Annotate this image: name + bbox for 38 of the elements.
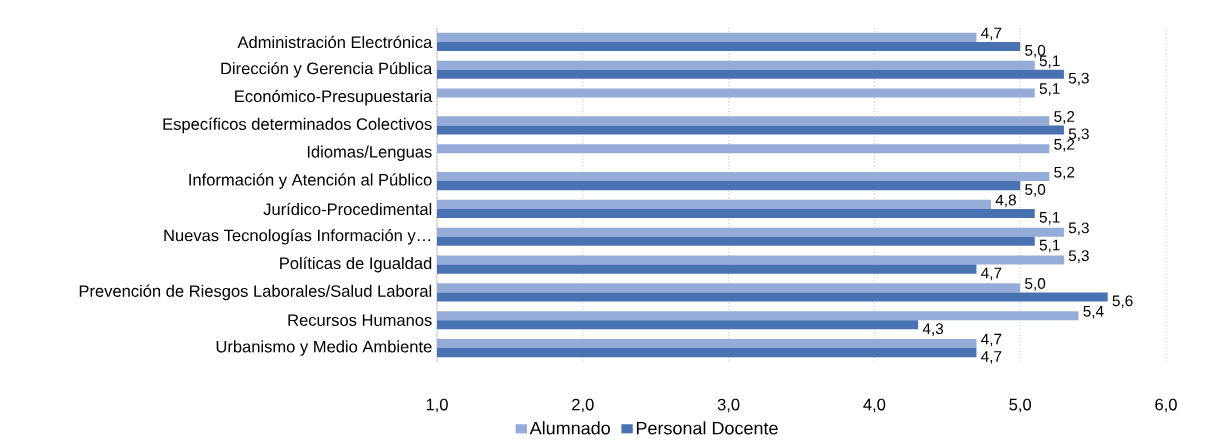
data-label: 4,7 [981, 267, 1002, 281]
y-tick-label: Nuevas Tecnologías Información y… [164, 228, 431, 245]
y-tick-label: Prevención de Riesgos Laborales/Salud Laboral [79, 284, 432, 301]
data-label: 5,3 [1068, 72, 1089, 86]
data-label: 5,0 [1025, 184, 1046, 197]
data-label: 5,2 [1054, 166, 1075, 180]
y-tick-label: Dirección y Gerencia Pública [221, 61, 433, 78]
legend-label: Personal Docente [636, 421, 778, 435]
data-label: 4,7 [981, 351, 1002, 364]
y-tick-label: Jurídico-Procedimental [263, 202, 432, 216]
data-label: 5,3 [1068, 250, 1089, 263]
y-tick-label: Recursos Humanos [288, 314, 432, 327]
x-tick-label: 2,0 [572, 398, 594, 413]
data-label: 4,3 [922, 323, 944, 336]
y-tick-label: Políticas de Igualdad [280, 256, 432, 273]
y-tick-label: Económico-Presupuestaria [235, 89, 433, 106]
x-tick-label: 3,0 [717, 398, 740, 413]
y-tick-label: Urbanismo y Medio Ambiente [216, 340, 432, 356]
data-label: 5,3 [1068, 222, 1089, 236]
data-label: 5,1 [1039, 212, 1060, 225]
data-label: 5,0 [1025, 278, 1046, 291]
x-tick-label: 4,0 [863, 398, 886, 413]
y-tick-label: Idiomas/Lenguas [307, 145, 432, 161]
data-label: 5,1 [1039, 239, 1060, 253]
legend-label: Alumnado [529, 421, 610, 435]
y-tick-label: Específicos determinados Colectivos [163, 117, 432, 134]
y-tick-label: Administración Electrónica [237, 35, 433, 49]
data-label: 5,4 [1083, 306, 1104, 319]
data-label: 4,8 [995, 194, 1016, 208]
x-tick-label: 5,0 [1009, 398, 1032, 413]
data-label: 4,7 [981, 333, 1002, 347]
data-label: 5,2 [1054, 111, 1075, 124]
x-tick-label: 6,0 [1155, 398, 1177, 413]
data-label: 5,6 [1112, 295, 1133, 309]
data-label: 4,7 [981, 27, 1002, 41]
y-tick-label: Información y Atención al Público [189, 173, 432, 189]
data-label: 5,1 [1039, 83, 1060, 96]
x-tick-label: 1,0 [426, 398, 448, 413]
